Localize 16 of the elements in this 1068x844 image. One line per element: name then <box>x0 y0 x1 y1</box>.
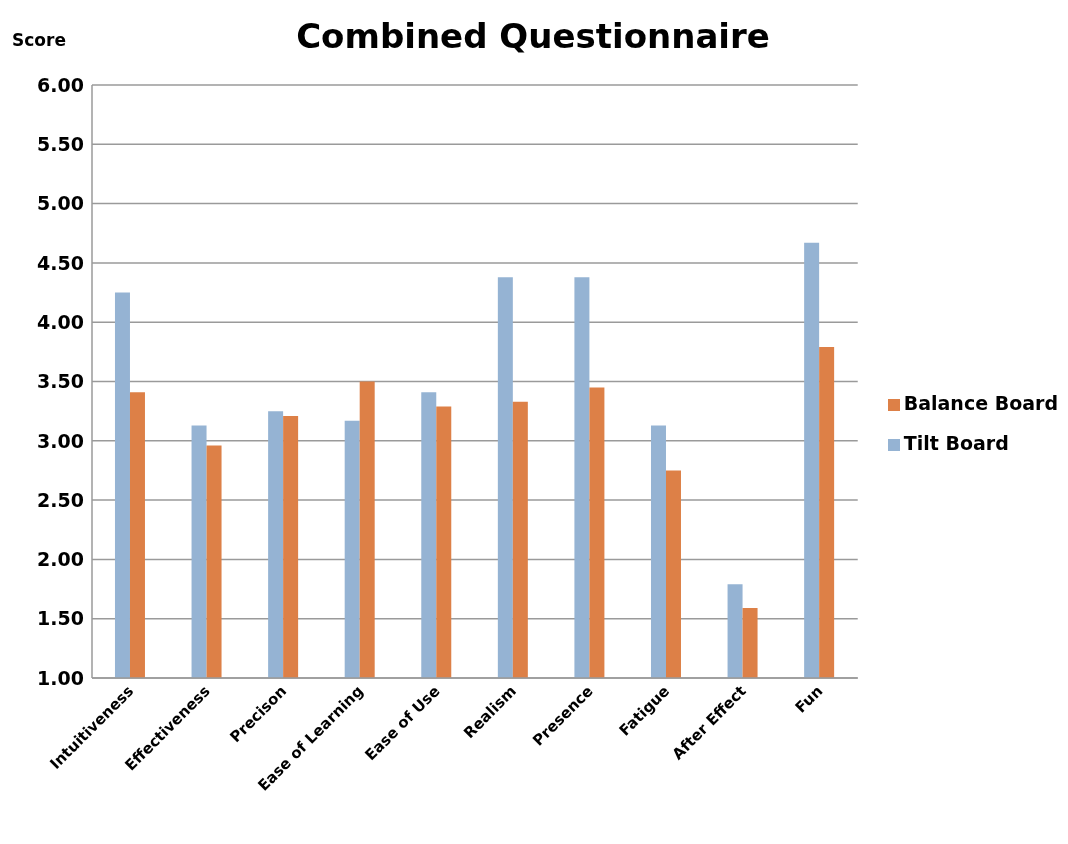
y-tick-label: 3.00 <box>37 429 84 452</box>
legend-label: Balance Board <box>903 392 1058 414</box>
y-tick-label: 3.50 <box>37 370 84 393</box>
y-tick-label: 2.50 <box>37 488 84 511</box>
y-tick-label: 5.50 <box>37 133 84 156</box>
y-tick-label: 2.00 <box>37 548 84 571</box>
y-axis-title: Score <box>12 30 66 50</box>
y-tick-label: 6.00 <box>37 73 84 96</box>
y-tick-label: 4.00 <box>37 310 84 333</box>
y-tick-label: 1.50 <box>37 607 84 630</box>
y-tick-label: 1.00 <box>37 666 84 689</box>
y-tick-label: 4.50 <box>37 251 84 274</box>
y-tick-label: 5.00 <box>37 192 84 215</box>
chart-title: Combined Questionnaire <box>296 16 770 56</box>
x-tick-label: Fun <box>791 682 827 717</box>
legend-label: Tilt Board <box>903 432 1009 454</box>
